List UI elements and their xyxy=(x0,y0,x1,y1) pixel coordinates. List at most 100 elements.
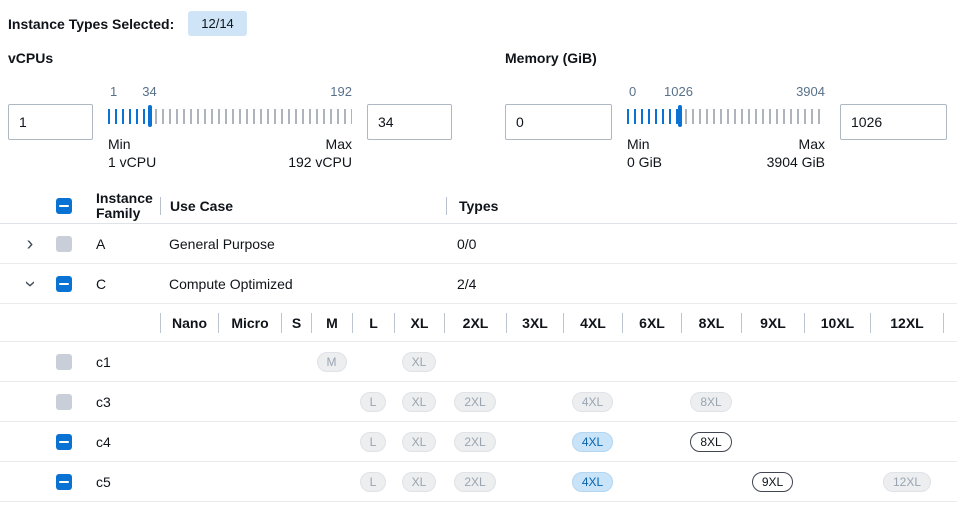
instance-row-c3: c3 L XL 2XL 4XL 8XL xyxy=(0,382,957,422)
c5-9xl-pill[interactable]: 9XL xyxy=(751,471,794,492)
vcpus-from-input[interactable] xyxy=(8,104,93,140)
column-header-use-case: Use Case xyxy=(170,197,234,214)
c5-checkbox[interactable] xyxy=(56,473,72,490)
c4-l-pill: L xyxy=(359,431,387,452)
family-types-count: 0/0 xyxy=(457,235,477,252)
family-c-checkbox[interactable] xyxy=(56,275,72,292)
c5-l-pill: L xyxy=(359,471,387,492)
size-column-l: L xyxy=(352,312,394,333)
c4-8xl-pill[interactable]: 8XL xyxy=(690,431,732,452)
memory-min-label: Min xyxy=(627,136,650,152)
c3-8xl-pill: 8XL xyxy=(690,391,732,412)
memory-scale-current: 1026 xyxy=(664,84,693,99)
memory-slider-rest-ticks xyxy=(685,108,825,124)
family-types-count: 2/4 xyxy=(457,275,477,292)
memory-max-detail: 3904 GiB xyxy=(766,154,825,170)
select-all-checkbox[interactable] xyxy=(56,197,72,214)
c4-2xl-pill: 2XL xyxy=(454,431,496,452)
vcpus-filter: vCPUs 1 34 192 Min xyxy=(8,50,505,171)
collapse-family-c-button[interactable]: › xyxy=(19,276,41,292)
size-column-micro: Micro xyxy=(218,312,281,333)
instance-name: c4 xyxy=(96,433,111,450)
c3-l-pill: L xyxy=(359,391,387,412)
size-column-6xl: 6XL xyxy=(622,312,681,333)
memory-min-detail: 0 GiB xyxy=(627,154,663,170)
c3-xl-pill: XL xyxy=(401,391,437,412)
c4-xl-pill: XL xyxy=(401,431,437,452)
vcpus-max-detail: 192 vCPU xyxy=(288,154,352,170)
family-use-case: General Purpose xyxy=(169,235,275,252)
vcpus-slider-handle[interactable] xyxy=(148,105,152,127)
table-header-row: Instance Family Use Case Types xyxy=(0,188,957,224)
family-row-a: › A General Purpose 0/0 xyxy=(0,224,957,264)
memory-slider-handle[interactable] xyxy=(678,105,682,127)
size-column-9xl: 9XL xyxy=(741,312,804,333)
size-columns-header-row: Nano Micro S M L XL 2XL 3XL 4XL 6XL 8XL … xyxy=(0,304,957,342)
size-column-8xl: 8XL xyxy=(681,312,741,333)
c4-4xl-pill[interactable]: 4XL xyxy=(571,431,614,452)
vcpus-title: vCPUs xyxy=(8,50,54,66)
instance-name: c1 xyxy=(96,353,111,370)
c5-xl-pill: XL xyxy=(401,471,437,492)
vcpus-slider-track[interactable] xyxy=(108,104,352,128)
selected-count-badge: 12/14 xyxy=(188,11,247,36)
size-column-s: S xyxy=(281,312,311,333)
family-name: A xyxy=(96,235,106,252)
size-column-xl: XL xyxy=(394,312,444,333)
instance-row-c5: c5 L XL 2XL 4XL 9XL 12XL xyxy=(0,462,957,502)
family-a-checkbox xyxy=(56,235,72,252)
header-divider xyxy=(446,196,447,215)
header-divider xyxy=(160,196,161,215)
c3-4xl-pill: 4XL xyxy=(571,391,614,412)
chevron-down-icon: › xyxy=(18,280,41,287)
family-name: C xyxy=(96,275,107,292)
column-header-types: Types xyxy=(459,197,499,214)
vcpus-scale-min: 1 xyxy=(110,84,118,99)
memory-filter: Memory (GiB) 0 1026 3904 xyxy=(505,50,957,171)
filters-section: vCPUs 1 34 192 Min xyxy=(0,50,957,171)
family-row-c: › C Compute Optimized 2/4 xyxy=(0,264,957,304)
family-use-case: Compute Optimized xyxy=(169,275,293,292)
size-column-3xl: 3XL xyxy=(506,312,563,333)
memory-slider-track[interactable] xyxy=(627,104,825,128)
memory-to-input[interactable] xyxy=(840,104,947,140)
vcpus-slider-rest-ticks xyxy=(155,108,352,124)
c5-4xl-pill[interactable]: 4XL xyxy=(571,471,614,492)
c5-2xl-pill: 2XL xyxy=(454,471,496,492)
instance-name: c3 xyxy=(96,393,111,410)
c1-checkbox xyxy=(56,353,72,370)
memory-slider-filled-ticks xyxy=(627,108,678,124)
column-header-instance-family: Instance Family xyxy=(96,189,153,221)
expand-family-a-button[interactable]: › xyxy=(26,232,34,255)
c1-xl-pill: XL xyxy=(401,351,437,372)
selected-count-label: Instance Types Selected: xyxy=(8,15,175,32)
memory-scale: 0 1026 3904 xyxy=(627,84,825,104)
vcpus-to-input[interactable] xyxy=(367,104,452,140)
c1-m-pill: M xyxy=(316,351,347,372)
memory-title: Memory (GiB) xyxy=(505,50,597,66)
c3-2xl-pill: 2XL xyxy=(454,391,496,412)
vcpus-min-label: Min xyxy=(108,136,131,152)
chevron-right-icon: › xyxy=(26,232,34,255)
size-column-m: M xyxy=(311,312,352,333)
instance-row-c4: c4 L XL 2XL 4XL 8XL xyxy=(0,422,957,462)
vcpus-scale-max: 192 xyxy=(330,84,352,99)
instance-family-table: Instance Family Use Case Types › A Gener… xyxy=(0,188,957,502)
c4-checkbox[interactable] xyxy=(56,433,72,450)
size-column-10xl: 10XL xyxy=(804,312,870,333)
memory-max-label: Max xyxy=(798,136,825,152)
instance-name: c5 xyxy=(96,473,111,490)
selected-count-row: Instance Types Selected: 12/14 xyxy=(0,0,957,42)
size-column-4xl: 4XL xyxy=(563,312,622,333)
vcpus-scale-current: 34 xyxy=(142,84,157,99)
memory-scale-max: 3904 xyxy=(796,84,825,99)
memory-scale-min: 0 xyxy=(629,84,637,99)
size-column-2xl: 2XL xyxy=(444,312,506,333)
memory-from-input[interactable] xyxy=(505,104,612,140)
vcpus-scale: 1 34 192 xyxy=(108,84,352,104)
instance-row-c1: c1 M XL xyxy=(0,342,957,382)
vcpus-min-detail: 1 vCPU xyxy=(108,154,157,170)
size-column-12xl: 12XL xyxy=(870,312,944,333)
size-column-nano: Nano xyxy=(160,312,218,333)
